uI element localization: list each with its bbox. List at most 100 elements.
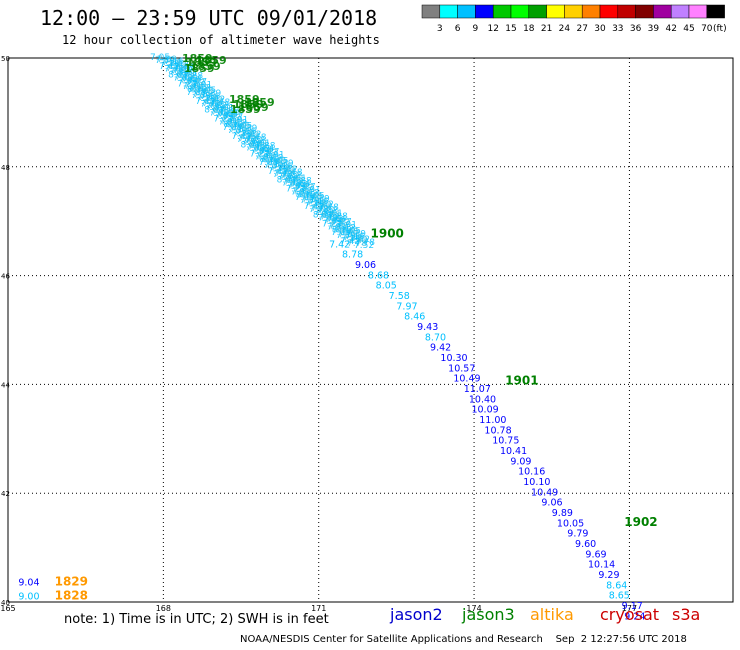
plot-frame [7,57,734,603]
page-title: 12:00 — 23:59 UTC 09/01/2018 [40,6,378,30]
swath-label: 7.64 [252,146,272,156]
swath-label: 7.52 [207,102,227,112]
footer-credit: NOAA/NESDIS Center for Satellite Applica… [240,634,687,645]
swath-label: 8.01 [212,105,232,115]
swath-label: 7.91 [293,186,313,196]
swh-value-label: 8.46 [404,312,425,323]
swh-value-label: 9.42 [430,343,451,354]
colorbar-label: 9 [473,24,479,34]
swh-value-label: 9.60 [575,539,596,550]
swath-label: 7.27 [213,114,233,124]
swath-label: 7.39 [227,126,247,136]
colorbar-swatch [457,4,476,19]
colorbar-swatch [670,4,690,19]
swh-value-label: 9.00 [18,591,39,602]
swath-label: 7.05 [186,88,206,98]
swh-value-label: 8.68 [368,270,389,281]
swath-label: 7.42 [169,60,189,70]
swath-label: 7.42 [159,62,179,72]
swh-value-label: 10.75 [492,436,519,447]
swath-label: 7.05 [267,157,287,167]
swath-label: 7.88 [209,108,229,118]
swath-label: 7.16 [160,59,180,69]
swath-label: 8.12 [334,224,354,234]
swath-label: 7.64 [214,111,234,121]
swh-value-label: 10.40 [469,394,496,405]
swath-label: 7.42 [195,97,215,107]
swath-label: 8.12 [332,225,352,235]
swh-value-label: 8.05 [376,281,397,292]
swh-value-label: 9.09 [510,456,531,467]
swath-label: 8.01 [176,70,196,80]
colorbar-label: 39 [648,24,660,34]
swh-value-label: 10.09 [471,405,498,416]
swath-label: 7.91 [182,82,202,92]
swath-label: 7.05 [196,86,216,96]
swath-label: 7.39 [191,91,211,101]
colorbar-label: 18 [523,24,535,34]
swath-label: 7.52 [245,136,265,146]
swath-label: 8.01 [240,141,260,151]
swath-label: 7.42 [340,237,360,247]
swath-label: 8.01 [277,176,297,186]
swath-label: 7.05 [341,226,361,236]
time-label-overlap: 1859 [229,93,260,106]
swath-label: 7.91 [329,221,349,231]
swath-label: 7.78 [311,204,331,214]
time-label-overlap: 1859 [244,96,275,109]
colorbar-swatch [706,4,725,19]
swath-label: 7.88 [282,179,302,189]
swath-label: 7.27 [286,184,306,194]
swath-label: 7.39 [155,56,175,66]
swath-label: 7.78 [210,98,230,108]
swath-label: 7.64 [254,145,274,155]
time-label-overlap: 1859 [184,62,215,75]
swath-label: 7.88 [292,177,312,187]
swath-label: 7.16 [269,164,289,174]
colorbar-swatch [528,4,547,19]
swath-label: 7.42 [239,131,259,141]
swath-label: 7.39 [229,125,249,135]
swath-label: 8.12 [262,154,282,164]
colorbar-label: 3 [437,24,443,34]
colorbar-swatch [492,4,512,19]
swath-label: 7.27 [258,148,278,158]
track-time-label: 1829 [55,575,88,589]
swath-label: 7.27 [223,112,243,122]
swath-label: 7.64 [291,180,311,190]
swath-label: 7.42 [350,235,370,245]
swath-label: 7.52 [169,68,189,78]
swh-value-label: 10.57 [448,363,475,374]
swath-label: 7.78 [174,63,194,73]
swath-label: 7.52 [316,207,336,217]
swh-value-label: 10.30 [440,353,467,364]
swath-label: 7.91 [184,81,204,91]
swath-label: 7.16 [162,58,182,68]
swath-label: 7.88 [219,107,239,117]
swath-label: 7.27 [259,148,279,158]
swh-value-label: 9.17 [622,601,643,612]
swath-label: 7.78 [273,170,293,180]
swath-label: 7.52 [354,241,374,251]
swath-label: 7.78 [200,100,220,110]
swath-label: 7.78 [246,133,266,143]
swath-label: 7.42 [203,96,223,106]
swath-label: 7.88 [247,143,267,153]
swh-value-label: 7.97 [396,301,417,312]
swath-label: 7.64 [251,146,271,156]
swath-label: 7.91 [327,222,347,232]
swath-label: 7.39 [310,194,330,204]
swath-label: 7.16 [341,234,361,244]
track-time-label: 1901 [505,373,538,387]
swh-value-label: 10.05 [557,518,584,529]
swath-label: 7.91 [265,150,285,160]
swath-label: 7.64 [180,75,200,85]
swath-label: 7.05 [339,227,359,237]
swath-label: 8.12 [187,85,207,95]
colorbar-swatch [475,4,494,19]
swath-label: 7.78 [202,99,222,109]
swath-label: 7.05 [150,53,170,63]
colorbar-label: 27 [576,24,587,34]
swath-label: 7.39 [237,124,257,134]
swath-label: 7.88 [183,72,203,82]
